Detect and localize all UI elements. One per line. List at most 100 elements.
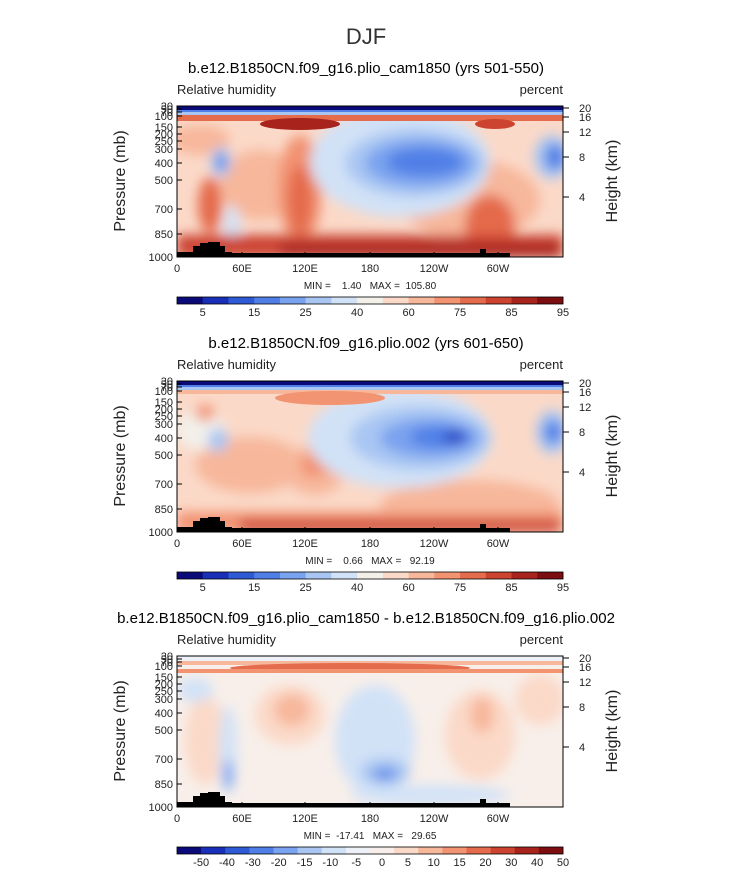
y-tick-label: 500 xyxy=(155,725,173,737)
panel-2-title: b.e12.B1850CN.f09_g16.plio.002 (yrs 601-… xyxy=(208,335,523,352)
panel-2-y2-axis-label: Height (km) xyxy=(604,415,621,498)
x-tick-label: 60W xyxy=(487,813,510,825)
colorbar-swatch xyxy=(202,572,229,579)
colorbar-swatch xyxy=(537,572,564,579)
y-tick-label: 500 xyxy=(155,175,173,187)
panel-1-units-label: percent xyxy=(520,82,564,97)
colorbar-swatch xyxy=(331,572,358,579)
y2-tick-label: 12 xyxy=(579,402,591,414)
panel-3-title: b.e12.B1850CN.f09_g16.plio_cam1850 - b.e… xyxy=(117,610,615,627)
y-tick-label: 50 xyxy=(161,654,173,666)
x-tick-label: 180 xyxy=(361,813,379,825)
y2-tick-label: 12 xyxy=(579,677,591,689)
colorbar-label: 5 xyxy=(200,582,206,594)
y-tick-label: 70 xyxy=(161,382,173,394)
colorbar-label: 50 xyxy=(557,857,569,869)
x-tick-label: 120E xyxy=(292,263,318,275)
colorbar-swatch xyxy=(249,847,274,854)
colorbar-label: -20 xyxy=(271,857,287,869)
colorbar-label: 60 xyxy=(402,582,414,594)
panel-1: b.e12.B1850CN.f09_g16.plio_cam1850 (yrs … xyxy=(112,60,621,319)
colorbar-swatch xyxy=(177,572,204,579)
y-tick-label: 50 xyxy=(161,379,173,391)
colorbar-label: -15 xyxy=(297,857,313,869)
panel-2: b.e12.B1850CN.f09_g16.plio.002 (yrs 601-… xyxy=(112,335,621,594)
x-tick-label: 0 xyxy=(174,813,180,825)
colorbar-swatch xyxy=(357,572,384,579)
colorbar-frame xyxy=(176,571,564,580)
colorbar-swatch xyxy=(321,847,347,854)
colorbar-swatch xyxy=(511,297,538,304)
y-tick-label: 400 xyxy=(155,158,173,170)
x-tick-label: 60W xyxy=(487,538,510,550)
colorbar-swatch xyxy=(225,847,250,854)
y-tick-label: 250 xyxy=(155,686,173,698)
y-tick-label: 850 xyxy=(155,779,173,791)
y-tick-label: 200 xyxy=(155,679,173,691)
x-tick-label: 120W xyxy=(420,813,449,825)
colorbar-swatch xyxy=(345,847,371,854)
y-tick-label: 70 xyxy=(161,107,173,119)
x-tick-label: 120E xyxy=(292,813,318,825)
y-tick-label: 1000 xyxy=(149,527,173,539)
colorbar-swatch xyxy=(408,297,435,304)
colorbar-label: 25 xyxy=(300,582,312,594)
colorbar-swatch xyxy=(382,297,409,304)
y-tick-label: 200 xyxy=(155,129,173,141)
panel-2-variable-label: Relative humidity xyxy=(177,357,276,372)
colorbar-swatch xyxy=(228,572,255,579)
colorbar-label: 85 xyxy=(505,582,517,594)
y2-tick-label: 20 xyxy=(579,653,591,665)
colorbar-label: 85 xyxy=(505,307,517,319)
y-tick-label: 500 xyxy=(155,450,173,462)
x-tick-label: 0 xyxy=(174,538,180,550)
colorbar-label: 40 xyxy=(351,307,363,319)
colorbar-swatch xyxy=(177,297,204,304)
colorbar-swatch xyxy=(485,572,512,579)
y-tick-label: 70 xyxy=(161,657,173,669)
colorbar-label: 15 xyxy=(248,307,260,319)
colorbar-swatch xyxy=(408,572,435,579)
colorbar-swatch xyxy=(514,847,540,854)
colorbar-swatch xyxy=(273,847,298,854)
panel-1-variable-label: Relative humidity xyxy=(177,82,276,97)
x-tick-label: 0 xyxy=(174,263,180,275)
colorbar-swatch xyxy=(228,297,255,304)
colorbar-label: 15 xyxy=(453,857,465,869)
y-tick-label: 700 xyxy=(155,204,173,216)
panel-2-colorbar: 5 15 25 40 60 75 85 95 xyxy=(176,571,569,594)
panel-1-stats: MIN = 1.40 MAX = 105.80 xyxy=(304,281,437,292)
y-tick-label: 300 xyxy=(155,144,173,156)
panel-1-colorbar: 5 15 25 40 60 75 85 95 xyxy=(176,296,569,319)
colorbar-label: 95 xyxy=(557,307,569,319)
page-title: DJF xyxy=(346,24,386,49)
panel-3-y2-axis-label: Height (km) xyxy=(604,690,621,773)
panel-1-y-axis-label: Pressure (mb) xyxy=(112,130,129,231)
colorbar-swatch xyxy=(460,572,487,579)
x-tick-label: 120W xyxy=(420,538,449,550)
y2-tick-label: 20 xyxy=(579,378,591,390)
y2-tick-label: 16 xyxy=(579,387,591,399)
y-tick-label: 200 xyxy=(155,404,173,416)
y2-tick-label: 4 xyxy=(579,192,585,204)
colorbar-label: 5 xyxy=(405,857,411,869)
colorbar-swatch xyxy=(418,847,443,854)
y-tick-label: 150 xyxy=(155,672,173,684)
colorbar-swatch xyxy=(394,847,419,854)
x-tick-label: 120E xyxy=(292,538,318,550)
colorbar-label: 30 xyxy=(505,857,517,869)
colorbar-swatch xyxy=(177,847,202,854)
panel-2-field xyxy=(177,381,563,532)
colorbar-swatch xyxy=(331,297,358,304)
panel-1-y2-axis-label: Height (km) xyxy=(604,140,621,223)
colorbar-swatch xyxy=(254,572,281,579)
x-tick-label: 60E xyxy=(232,813,252,825)
colorbar-label: -10 xyxy=(322,857,338,869)
colorbar-label: 10 xyxy=(428,857,440,869)
colorbar-label: 95 xyxy=(557,582,569,594)
panel-3: b.e12.B1850CN.f09_g16.plio_cam1850 - b.e… xyxy=(112,610,621,869)
colorbar-label: 25 xyxy=(300,307,312,319)
x-tick-label: 120W xyxy=(420,263,449,275)
y-tick-label: 100 xyxy=(155,111,173,123)
